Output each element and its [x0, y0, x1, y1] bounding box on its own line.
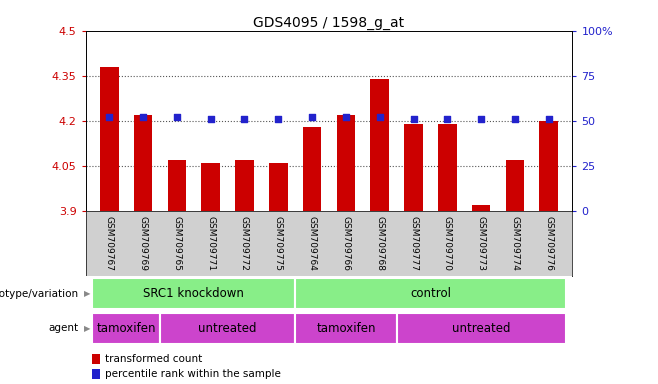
Text: untreated: untreated: [198, 322, 257, 335]
Point: [442, 116, 453, 122]
Bar: [337, 115, 355, 211]
Text: GSM709769: GSM709769: [139, 217, 147, 271]
Point: [510, 116, 520, 122]
Point: [341, 114, 351, 121]
Text: GSM709764: GSM709764: [307, 217, 316, 271]
Text: tamoxifen: tamoxifen: [96, 322, 156, 335]
Text: GSM709776: GSM709776: [544, 217, 553, 271]
Text: GSM709768: GSM709768: [375, 217, 384, 271]
Bar: [235, 160, 254, 211]
Bar: [92, 313, 160, 344]
Bar: [269, 163, 288, 211]
Point: [205, 116, 216, 122]
Text: GSM709773: GSM709773: [476, 217, 486, 271]
Bar: [472, 205, 490, 211]
Text: GSM709775: GSM709775: [274, 217, 283, 271]
Point: [138, 114, 148, 121]
Bar: [160, 313, 295, 344]
Text: GSM709777: GSM709777: [409, 217, 418, 271]
Bar: [201, 163, 220, 211]
Text: ▶: ▶: [84, 289, 90, 298]
Point: [476, 116, 486, 122]
Point: [273, 116, 284, 122]
Text: GSM709772: GSM709772: [240, 217, 249, 271]
Text: transformed count: transformed count: [105, 354, 203, 364]
Text: GSM709774: GSM709774: [511, 217, 519, 271]
Bar: [397, 313, 566, 344]
Text: control: control: [410, 287, 451, 300]
Bar: [100, 67, 118, 211]
Text: percentile rank within the sample: percentile rank within the sample: [105, 369, 281, 379]
Point: [172, 114, 182, 121]
Text: GSM709765: GSM709765: [172, 217, 182, 271]
Bar: [134, 115, 152, 211]
Bar: [370, 79, 389, 211]
Text: agent: agent: [49, 323, 79, 333]
Bar: [404, 124, 423, 211]
Text: GSM709771: GSM709771: [206, 217, 215, 271]
Title: GDS4095 / 1598_g_at: GDS4095 / 1598_g_at: [253, 16, 405, 30]
Point: [307, 114, 317, 121]
Point: [408, 116, 418, 122]
Point: [240, 116, 250, 122]
Text: untreated: untreated: [452, 322, 511, 335]
Bar: [168, 160, 186, 211]
Bar: [295, 278, 566, 310]
Bar: [438, 124, 457, 211]
Text: GSM709766: GSM709766: [342, 217, 351, 271]
Text: genotype/variation: genotype/variation: [0, 289, 79, 299]
Bar: [540, 121, 558, 211]
Point: [544, 116, 554, 122]
Text: SRC1 knockdown: SRC1 knockdown: [143, 287, 244, 300]
Point: [374, 114, 385, 121]
Bar: [92, 278, 295, 310]
Bar: [303, 127, 321, 211]
Bar: [506, 160, 524, 211]
Point: [104, 114, 114, 121]
Bar: [295, 313, 397, 344]
Text: ▶: ▶: [84, 324, 90, 333]
Text: tamoxifen: tamoxifen: [316, 322, 376, 335]
Text: GSM709770: GSM709770: [443, 217, 452, 271]
Text: GSM709767: GSM709767: [105, 217, 114, 271]
